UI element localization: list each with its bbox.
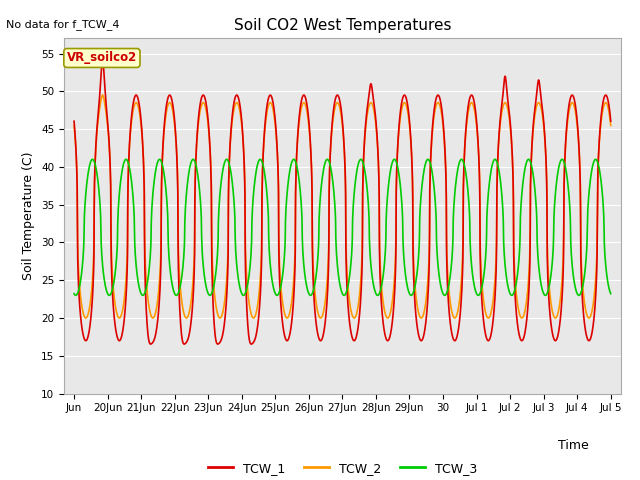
TCW_2	[607, 123, 614, 129]
TCW_3	[592, 156, 600, 162]
TCW_2	[70, 123, 78, 129]
TCW_3	[72, 292, 79, 298]
TCW_1	[70, 119, 78, 124]
TCW_1	[207, 159, 214, 165]
Line: TCW_3: TCW_3	[74, 159, 611, 295]
TCW_2	[82, 315, 90, 321]
TCW_1	[353, 331, 361, 336]
TCW_2	[266, 100, 273, 106]
TCW_2	[207, 156, 214, 162]
TCW_2	[353, 309, 361, 314]
Legend: TCW_1, TCW_2, TCW_3: TCW_1, TCW_2, TCW_3	[203, 456, 482, 480]
TCW_3	[70, 291, 78, 297]
TCW_2	[244, 296, 252, 302]
TCW_1	[575, 142, 582, 148]
Y-axis label: Soil Temperature (C): Soil Temperature (C)	[22, 152, 35, 280]
TCW_3	[607, 291, 614, 297]
TCW_2	[99, 92, 106, 98]
Text: No data for f_TCW_4: No data for f_TCW_4	[6, 19, 120, 30]
TCW_3	[353, 168, 361, 174]
TCW_3	[575, 292, 582, 298]
TCW_3	[244, 278, 252, 284]
TCW_3	[207, 292, 214, 298]
TCW_1	[99, 58, 106, 64]
Text: VR_soilco2: VR_soilco2	[67, 51, 137, 64]
Title: Soil CO2 West Temperatures: Soil CO2 West Temperatures	[234, 18, 451, 33]
TCW_1	[147, 341, 154, 347]
TCW_1	[244, 331, 252, 337]
Text: Time: Time	[558, 439, 589, 452]
TCW_1	[607, 119, 614, 124]
TCW_2	[578, 272, 586, 277]
Line: TCW_1: TCW_1	[74, 61, 611, 344]
TCW_1	[266, 93, 273, 98]
TCW_3	[266, 248, 273, 254]
Line: TCW_2: TCW_2	[74, 95, 611, 318]
TCW_2	[575, 144, 582, 149]
TCW_3	[578, 288, 586, 294]
TCW_1	[578, 288, 586, 294]
